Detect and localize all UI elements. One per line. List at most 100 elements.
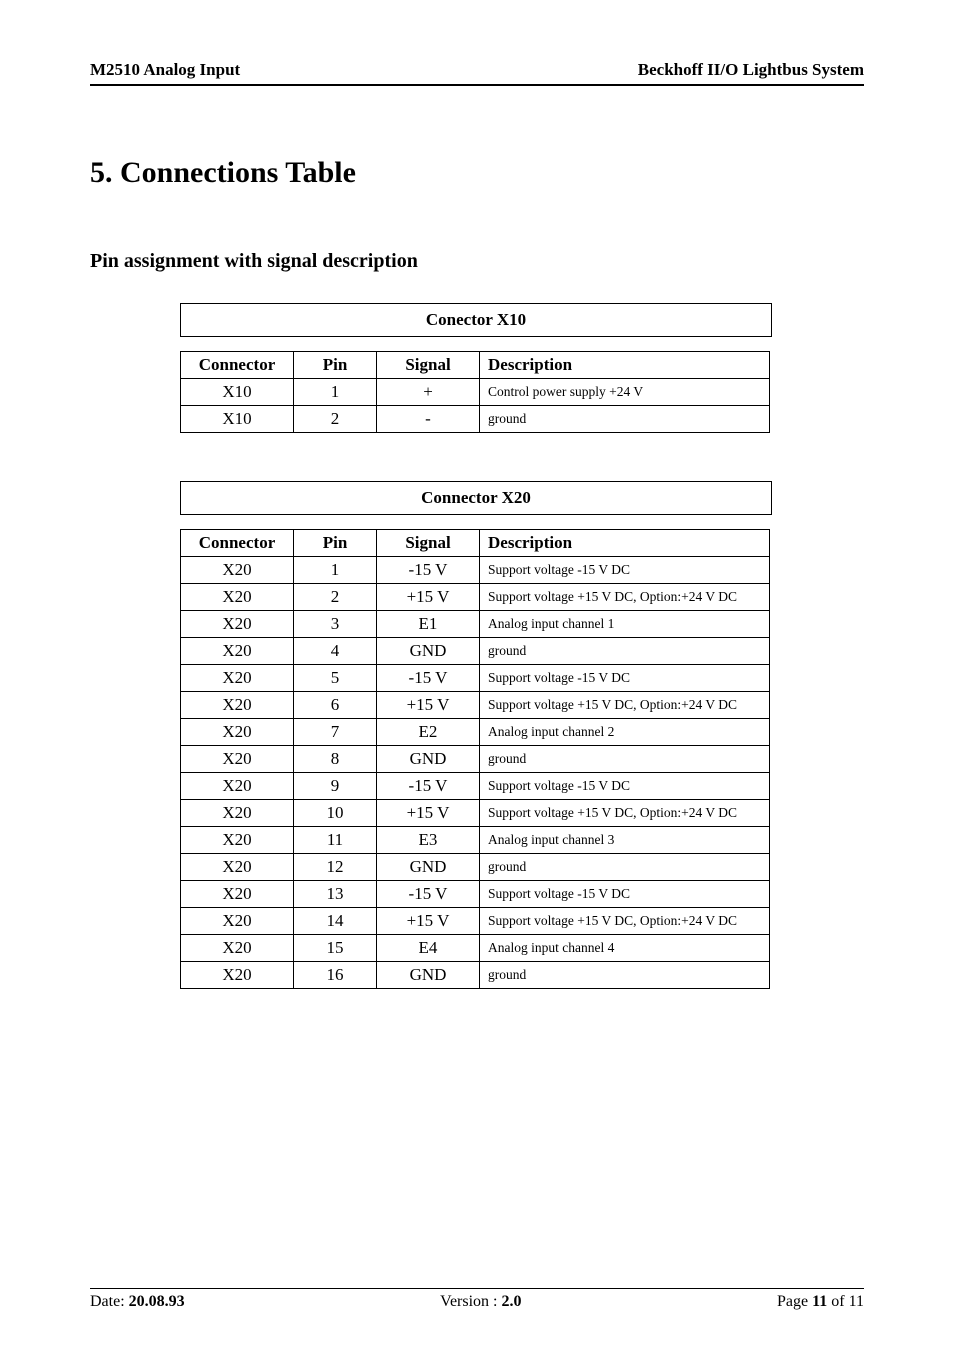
table-cell: Support voltage -15 V DC: [480, 557, 770, 584]
table-cell: 8: [294, 746, 377, 773]
col-description: Description: [480, 352, 770, 379]
table-cell: ground: [480, 746, 770, 773]
table-row: X206+15 VSupport voltage +15 V DC, Optio…: [181, 692, 770, 719]
table-cell: X20: [181, 908, 294, 935]
x10-table: Connector Pin Signal Description X101+Co…: [180, 351, 770, 433]
table-cell: X20: [181, 962, 294, 989]
table-cell: Support voltage +15 V DC, Option:+24 V D…: [480, 800, 770, 827]
table-row: X202+15 VSupport voltage +15 V DC, Optio…: [181, 584, 770, 611]
table-cell: +: [377, 379, 480, 406]
table-row: X201-15 VSupport voltage -15 V DC: [181, 557, 770, 584]
table-cell: X20: [181, 881, 294, 908]
header-left: M2510 Analog Input: [90, 60, 240, 80]
table-cell: E3: [377, 827, 480, 854]
footer-page: Page 11 of 11: [777, 1293, 864, 1311]
table-row: X208GNDground: [181, 746, 770, 773]
col-pin: Pin: [294, 352, 377, 379]
footer-date-value: 20.08.93: [129, 1293, 185, 1310]
table-cell: GND: [377, 962, 480, 989]
footer-version: Version : 2.0: [440, 1293, 521, 1311]
x20-caption: Connector X20: [180, 481, 772, 515]
footer-page-label: Page: [777, 1293, 812, 1310]
table-cell: X20: [181, 692, 294, 719]
page-header: M2510 Analog Input Beckhoff II/O Lightbu…: [90, 60, 864, 86]
page-footer: Date: 20.08.93 Version : 2.0 Page 11 of …: [90, 1288, 864, 1311]
table-cell: 7: [294, 719, 377, 746]
table-cell: Support voltage +15 V DC, Option:+24 V D…: [480, 584, 770, 611]
table-cell: X20: [181, 611, 294, 638]
table-row: X2012GNDground: [181, 854, 770, 881]
table-cell: X20: [181, 827, 294, 854]
table-cell: ground: [480, 638, 770, 665]
table-cell: 2: [294, 584, 377, 611]
table-cell: X20: [181, 584, 294, 611]
table-cell: X20: [181, 665, 294, 692]
table-cell: -15 V: [377, 881, 480, 908]
table-cell: 2: [294, 406, 377, 433]
table-cell: -15 V: [377, 773, 480, 800]
col-connector: Connector: [181, 352, 294, 379]
table-cell: 1: [294, 557, 377, 584]
table-cell: 12: [294, 854, 377, 881]
col-signal: Signal: [377, 352, 480, 379]
x20-table: Connector Pin Signal Description X201-15…: [180, 529, 770, 989]
table-cell: -15 V: [377, 557, 480, 584]
table-row: X203E1Analog input channel 1: [181, 611, 770, 638]
header-right: Beckhoff II/O Lightbus System: [638, 60, 864, 80]
table-row: X204GNDground: [181, 638, 770, 665]
table-cell: X20: [181, 773, 294, 800]
table-cell: 11: [294, 827, 377, 854]
table-cell: E2: [377, 719, 480, 746]
table-cell: ground: [480, 962, 770, 989]
table-cell: 16: [294, 962, 377, 989]
footer-date: Date: 20.08.93: [90, 1293, 185, 1311]
table-cell: 10: [294, 800, 377, 827]
table-cell: 14: [294, 908, 377, 935]
table-cell: X20: [181, 719, 294, 746]
table-cell: GND: [377, 638, 480, 665]
table-row: X102-ground: [181, 406, 770, 433]
table-cell: Support voltage +15 V DC, Option:+24 V D…: [480, 692, 770, 719]
table-cell: 3: [294, 611, 377, 638]
table-cell: X20: [181, 935, 294, 962]
table-cell: 15: [294, 935, 377, 962]
table-cell: GND: [377, 854, 480, 881]
table-row: X101+Control power supply +24 V: [181, 379, 770, 406]
table-row: X2014+15 VSupport voltage +15 V DC, Opti…: [181, 908, 770, 935]
table-cell: X20: [181, 638, 294, 665]
subheading: Pin assignment with signal description: [90, 250, 864, 273]
table-row: X2015E4Analog input channel 4: [181, 935, 770, 962]
table-cell: 6: [294, 692, 377, 719]
table-cell: 13: [294, 881, 377, 908]
table-cell: X10: [181, 406, 294, 433]
table-cell: Support voltage -15 V DC: [480, 773, 770, 800]
col-connector: Connector: [181, 530, 294, 557]
table-cell: +15 V: [377, 584, 480, 611]
table-cell: ground: [480, 406, 770, 433]
table-cell: Analog input channel 4: [480, 935, 770, 962]
table-cell: Support voltage +15 V DC, Option:+24 V D…: [480, 908, 770, 935]
col-pin: Pin: [294, 530, 377, 557]
table-cell: X20: [181, 557, 294, 584]
table-row: X2011E3Analog input channel 3: [181, 827, 770, 854]
table-cell: +15 V: [377, 692, 480, 719]
table-row: X207E2Analog input channel 2: [181, 719, 770, 746]
col-signal: Signal: [377, 530, 480, 557]
table-cell: Analog input channel 3: [480, 827, 770, 854]
table-cell: Analog input channel 2: [480, 719, 770, 746]
table-row: X209-15 VSupport voltage -15 V DC: [181, 773, 770, 800]
table-cell: 1: [294, 379, 377, 406]
table-cell: 4: [294, 638, 377, 665]
table-cell: Analog input channel 1: [480, 611, 770, 638]
footer-version-label: Version :: [440, 1293, 501, 1310]
table-cell: X20: [181, 800, 294, 827]
table-header-row: Connector Pin Signal Description: [181, 530, 770, 557]
table-cell: E4: [377, 935, 480, 962]
x10-caption: Conector X10: [180, 303, 772, 337]
table-cell: +15 V: [377, 800, 480, 827]
table-cell: +15 V: [377, 908, 480, 935]
col-description: Description: [480, 530, 770, 557]
footer-page-value: 11: [812, 1293, 827, 1310]
table-cell: 5: [294, 665, 377, 692]
table-cell: 9: [294, 773, 377, 800]
